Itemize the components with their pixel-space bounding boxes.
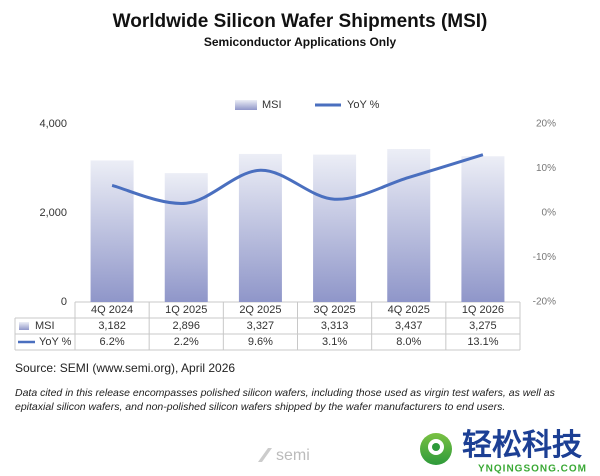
table-value: 6.2% bbox=[100, 336, 125, 348]
legend-swatch bbox=[235, 100, 257, 110]
x-tick-label: 4Q 2024 bbox=[91, 304, 133, 316]
table-value: 3,182 bbox=[98, 320, 126, 332]
legend-label: MSI bbox=[262, 99, 282, 111]
y-tick-label: 4,000 bbox=[39, 118, 67, 130]
table-value: 2.2% bbox=[174, 336, 199, 348]
y-tick-label: 0 bbox=[61, 296, 67, 308]
logo-text: semi bbox=[276, 447, 310, 464]
bar bbox=[90, 160, 134, 302]
y2-tick-label: -20% bbox=[533, 297, 556, 308]
table-value: 3,327 bbox=[247, 320, 275, 332]
table-row-label: MSI bbox=[35, 320, 55, 332]
y2-tick-label: 0% bbox=[542, 208, 557, 219]
table-value: 3,313 bbox=[321, 320, 349, 332]
table-value: 3.1% bbox=[322, 336, 347, 348]
table-value: 13.1% bbox=[467, 336, 498, 348]
y2-tick-label: -10% bbox=[533, 252, 556, 263]
y-tick-label: 2,000 bbox=[39, 207, 67, 219]
watermark-url: YNQINGSONG.COM bbox=[478, 464, 587, 475]
x-tick-label: 3Q 2025 bbox=[313, 304, 355, 316]
table-row-label: YoY % bbox=[39, 336, 72, 348]
y2-tick-label: 10% bbox=[536, 163, 556, 174]
bar bbox=[461, 156, 505, 302]
line bbox=[111, 153, 484, 205]
bar bbox=[313, 154, 357, 302]
bar bbox=[164, 173, 208, 302]
x-tick-label: 2Q 2025 bbox=[239, 304, 281, 316]
watermark-title: 轻松科技 bbox=[462, 429, 582, 462]
x-tick-label: 1Q 2026 bbox=[462, 304, 504, 316]
chart-title: Worldwide Silicon Wafer Shipments (MSI) bbox=[113, 11, 488, 32]
table-value: 8.0% bbox=[396, 336, 421, 348]
table-swatch bbox=[19, 322, 29, 330]
legend-label: YoY % bbox=[347, 99, 380, 111]
table-value: 3,437 bbox=[395, 320, 423, 332]
note: Data cited in this release encompasses p… bbox=[15, 387, 555, 413]
x-tick-label: 4Q 2025 bbox=[388, 304, 430, 316]
x-tick-label: 1Q 2025 bbox=[165, 304, 207, 316]
source: Source: SEMI (www.semi.org), April 2026 bbox=[15, 361, 236, 375]
chart-subtitle: Semiconductor Applications Only bbox=[204, 35, 397, 49]
table-value: 9.6% bbox=[248, 336, 273, 348]
bar bbox=[238, 153, 282, 302]
y2-tick-label: 20% bbox=[536, 119, 556, 130]
logo-mark bbox=[258, 448, 272, 462]
watermark-icon bbox=[420, 433, 452, 465]
table-value: 2,896 bbox=[172, 320, 200, 332]
table-value: 3,275 bbox=[469, 320, 497, 332]
